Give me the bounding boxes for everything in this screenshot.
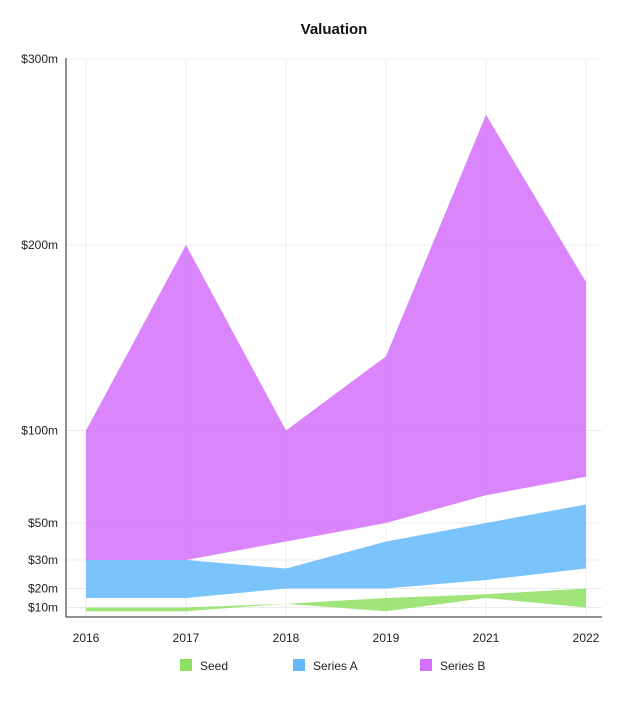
legend: Seed Series A Series B — [180, 659, 485, 673]
axes: $10m $20m $30m $50m $100m $200m $300m 2016 2017 2… — [21, 52, 602, 645]
series-area-seed — [86, 588, 586, 612]
series-areas — [86, 114, 586, 612]
y-tick-label: $100m — [21, 424, 58, 438]
legend-label: Series B — [440, 659, 485, 673]
legend-label: Seed — [200, 659, 228, 673]
legend-swatch — [293, 659, 305, 671]
x-tick-label: 2022 — [573, 631, 600, 645]
series-area-series-a — [86, 504, 586, 598]
legend-swatch — [180, 659, 192, 671]
chart-title: Valuation — [301, 21, 368, 38]
x-tick-label: 2018 — [273, 631, 300, 645]
legend-swatch — [420, 659, 432, 671]
series-area-series-b — [86, 114, 586, 561]
y-tick-label: $300m — [21, 52, 58, 66]
y-tick-label: $30m — [28, 553, 58, 567]
x-tick-label: 2016 — [73, 631, 100, 645]
y-tick-label: $50m — [28, 516, 58, 530]
x-tick-label: 2021 — [473, 631, 500, 645]
y-tick-label: $200m — [21, 238, 58, 252]
x-tick-label: 2017 — [173, 631, 200, 645]
x-tick-label: 2019 — [373, 631, 400, 645]
legend-label: Series A — [313, 659, 358, 673]
y-tick-label: $10m — [28, 601, 58, 615]
y-tick-label: $20m — [28, 582, 58, 596]
